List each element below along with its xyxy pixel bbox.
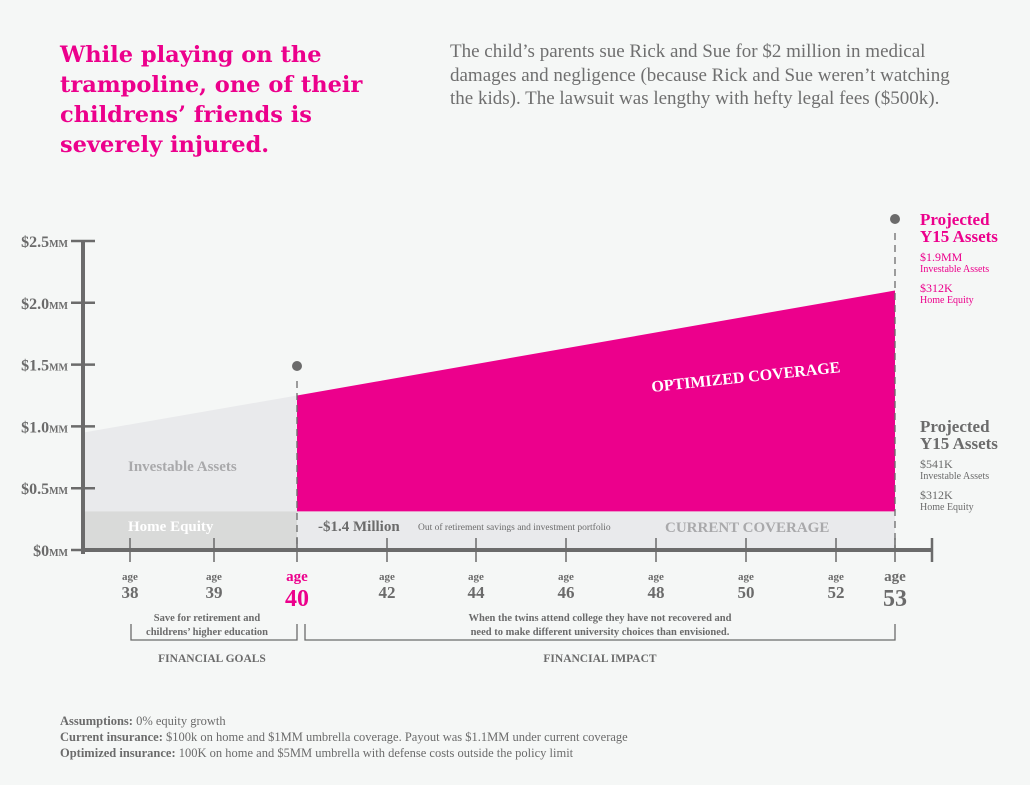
x-tick-label: 48 xyxy=(648,583,665,602)
loss-amount: -$1.4 Million xyxy=(318,519,400,535)
bracket-note: childrens’ higher education xyxy=(146,627,268,638)
y-tick-label: $2.5MM xyxy=(21,234,68,251)
home-value: $312K xyxy=(920,488,953,502)
headline: While playing on the trampoline, one of … xyxy=(60,42,363,158)
projected-current: Projected Y15 Assets $541K Investable As… xyxy=(920,418,998,514)
x-tick-label: 42 xyxy=(379,583,396,602)
footnotes: Assumptions: 0% equity growth Current in… xyxy=(60,713,628,761)
investable-value: $541K xyxy=(920,457,953,471)
footnote-text: $100k on home and $1MM umbrella coverage… xyxy=(162,730,628,744)
investable-assets-label: Investable Assets xyxy=(128,459,237,475)
footnote: Current insurance: $100k on home and $1M… xyxy=(60,729,628,745)
x-tick-prefix: age xyxy=(884,569,906,585)
investable-label: Investable Assets xyxy=(920,264,990,275)
projected-title: Projected xyxy=(920,210,990,229)
investable-value: $1.9MM xyxy=(920,250,963,264)
footnote-text: 100K on home and $5MM umbrella with defe… xyxy=(175,746,574,760)
bracket-note: When the twins attend college they have … xyxy=(469,613,732,624)
y-tick-label: $0.5MM xyxy=(21,481,68,498)
home-label: Home Equity xyxy=(920,502,974,513)
x-tick-label: 46 xyxy=(558,583,575,602)
footnote: Optimized insurance: 100K on home and $5… xyxy=(60,745,628,761)
x-tick-label: 38 xyxy=(122,583,139,602)
bracket xyxy=(130,624,298,641)
x-tick-prefix: age xyxy=(286,569,308,585)
bracket-note: Save for retirement and xyxy=(154,613,261,624)
age-53-marker-dot xyxy=(890,214,900,224)
x-tick-prefix: age xyxy=(468,571,484,583)
home-equity-area xyxy=(83,511,297,550)
current-coverage-area xyxy=(297,511,895,550)
home-label: Home Equity xyxy=(920,295,974,306)
x-tick-label: 44 xyxy=(468,583,486,602)
x-tick-label: 52 xyxy=(828,583,845,602)
investable-label: Investable Assets xyxy=(920,471,990,482)
current-coverage-label: CURRENT COVERAGE xyxy=(665,520,829,536)
age-40-marker-dot xyxy=(292,361,302,371)
investable-assets-area xyxy=(83,395,297,550)
x-tick-prefix: age xyxy=(206,571,222,583)
x-tick-prefix: age xyxy=(558,571,574,583)
y-tick-label: $0MM xyxy=(33,543,68,560)
footnote-label: Current insurance: xyxy=(60,730,163,744)
projected-optimized: Projected Y15 Assets $1.9MM Investable A… xyxy=(920,211,998,307)
bracket-note: need to make different university choice… xyxy=(471,627,730,638)
y-tick-label: $2.0MM xyxy=(21,296,68,313)
description: The child’s parents sue Rick and Sue for… xyxy=(450,41,950,109)
x-tick-prefix: age xyxy=(122,571,138,583)
home-value: $312K xyxy=(920,281,953,295)
optimized-coverage-area xyxy=(297,290,895,512)
projected-title: Y15 Assets xyxy=(920,227,998,246)
footnote-text: 0% equity growth xyxy=(132,714,226,728)
x-tick-prefix: age xyxy=(738,571,754,583)
projected-title: Projected xyxy=(920,417,990,436)
y-tick-label: $1.0MM xyxy=(21,419,68,436)
bracket-title: FINANCIAL IMPACT xyxy=(543,653,657,665)
footnote-label: Optimized insurance: xyxy=(60,746,176,760)
x-tick-label: 39 xyxy=(206,583,223,602)
projected-title: Y15 Assets xyxy=(920,434,998,453)
loss-note: Out of retirement savings and investment… xyxy=(418,522,611,533)
home-equity-label: Home Equity xyxy=(128,519,214,535)
x-tick-prefix: age xyxy=(379,571,395,583)
bracket-title: FINANCIAL GOALS xyxy=(158,653,266,665)
y-tick-label: $1.5MM xyxy=(21,358,68,375)
footnote: Assumptions: 0% equity growth xyxy=(60,713,628,729)
footnote-label: Assumptions: xyxy=(60,714,133,728)
x-tick-prefix: age xyxy=(648,571,664,583)
x-tick-label: 53 xyxy=(883,586,907,612)
x-tick-prefix: age xyxy=(828,571,844,583)
bracket xyxy=(304,624,896,641)
x-tick-label: 40 xyxy=(285,586,309,612)
x-tick-label: 50 xyxy=(738,583,755,602)
